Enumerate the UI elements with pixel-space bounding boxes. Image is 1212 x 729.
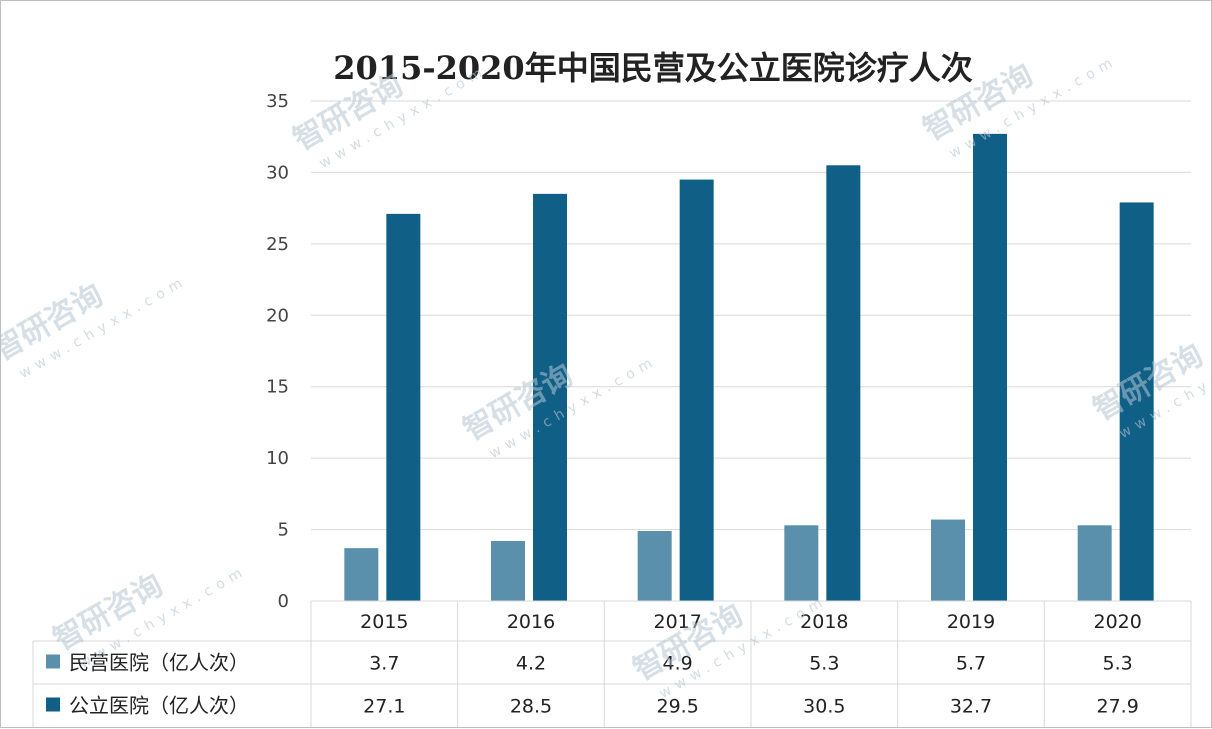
bar-private-hospital (491, 541, 525, 601)
data-cell-value: 27.9 (1097, 696, 1139, 718)
bar-private-hospital (1078, 525, 1112, 601)
x-category-label: 2016 (507, 611, 555, 633)
bar-public-hospital (826, 165, 860, 601)
data-cell-value: 3.7 (369, 653, 399, 675)
data-cell-value: 27.1 (363, 696, 405, 718)
y-tick-label: 35 (266, 91, 289, 112)
bar-public-hospital (973, 134, 1007, 601)
y-tick-label: 30 (266, 162, 289, 183)
data-cell-value: 28.5 (510, 696, 552, 718)
data-cell-value: 32.7 (950, 696, 992, 718)
y-tick-label: 25 (266, 234, 289, 255)
x-category-label: 2015 (360, 611, 408, 633)
data-cell-value: 30.5 (803, 696, 845, 718)
y-tick-label: 5 (278, 520, 289, 541)
bar-private-hospital (638, 531, 672, 601)
legend-swatch-public (46, 698, 60, 712)
data-cell-value: 5.3 (809, 653, 839, 675)
axis-labels: 0 5 10 15 20 25 30 35 (266, 91, 289, 612)
data-cell-value: 5.7 (956, 653, 986, 675)
gridlines (311, 101, 1191, 601)
bar-public-hospital (680, 180, 714, 601)
bar-private-hospital (784, 525, 818, 601)
y-tick-label: 0 (278, 591, 289, 612)
y-tick-label: 20 (266, 305, 289, 326)
bar-private-hospital (931, 520, 965, 601)
legend-label-public: 公立医院（亿人次） (69, 694, 249, 718)
bar-public-hospital (386, 214, 420, 601)
chart-title: 2015-2020年中国民营及公立医院诊疗人次 (333, 49, 972, 87)
x-category-label: 2020 (1093, 611, 1141, 633)
y-tick-label: 10 (266, 448, 289, 469)
bars (344, 134, 1153, 601)
y-tick-label: 15 (266, 377, 289, 398)
data-cell-value: 4.2 (516, 653, 546, 675)
data-cell-value: 5.3 (1103, 653, 1133, 675)
legend-swatch-private (46, 655, 60, 669)
bar-private-hospital (344, 548, 378, 601)
x-category-label: 2019 (947, 611, 995, 633)
